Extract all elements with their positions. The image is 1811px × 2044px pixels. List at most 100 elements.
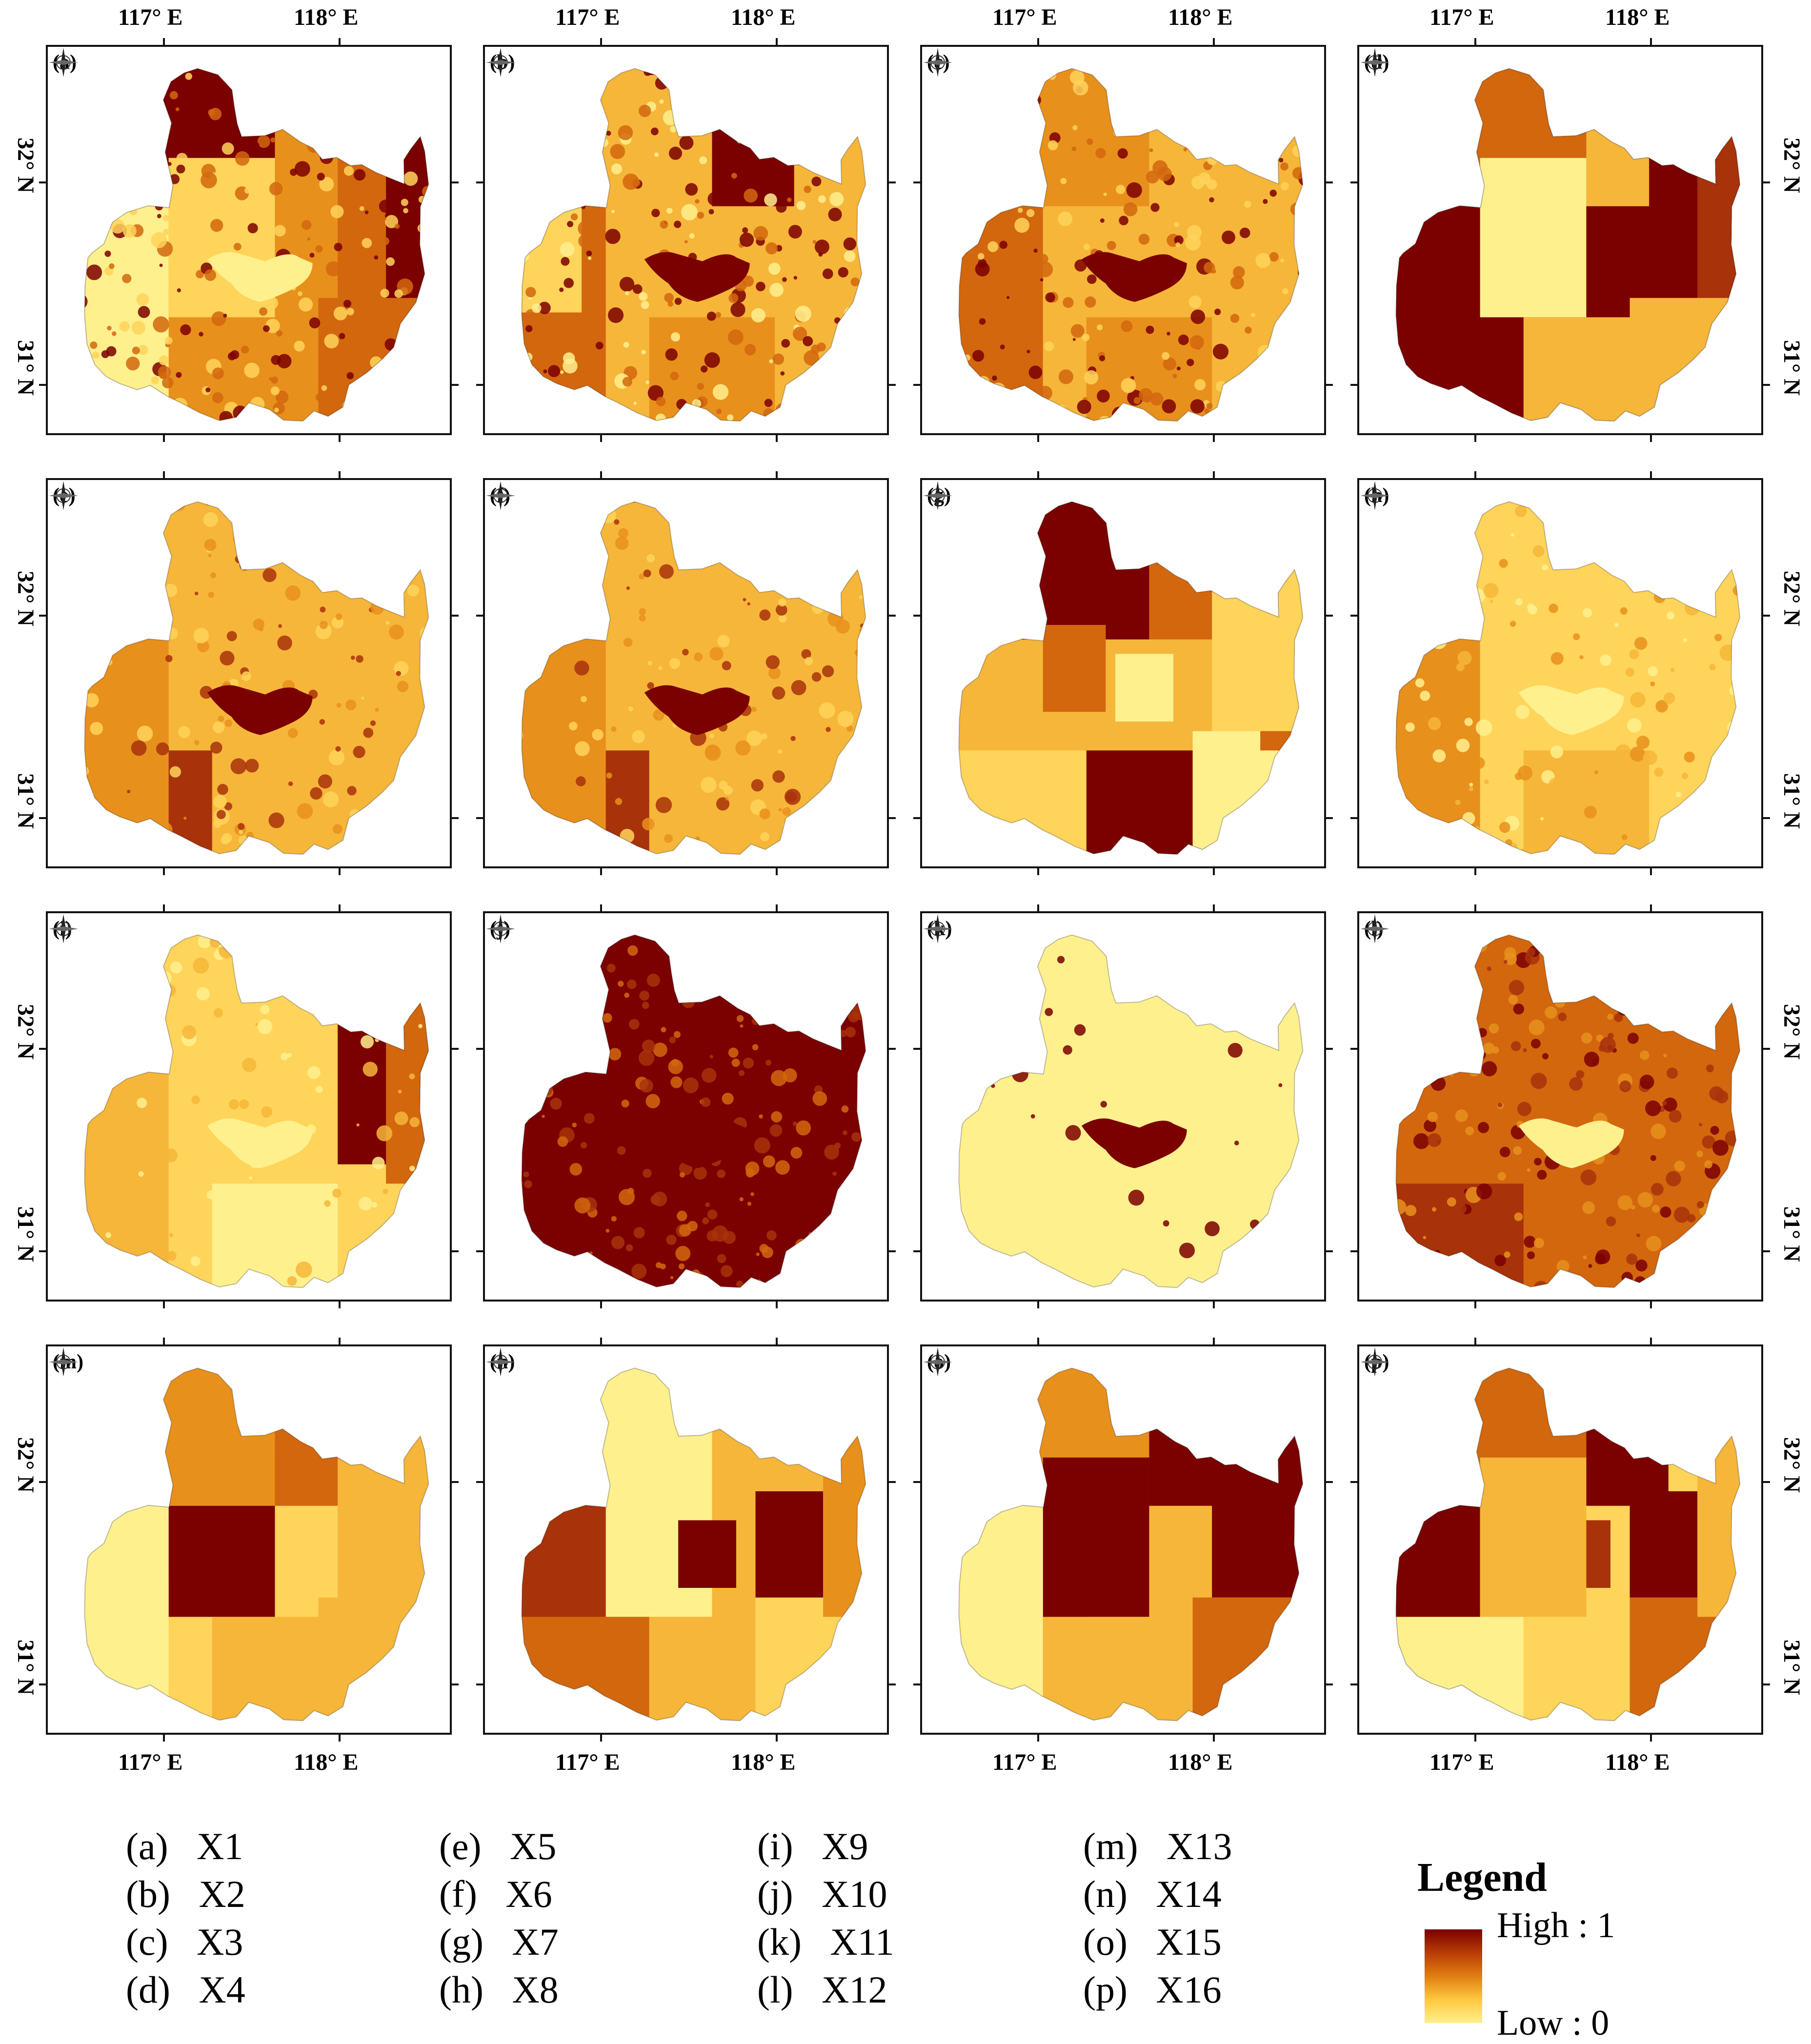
key-item-x15: (o) X15 — [1083, 1921, 1222, 1963]
raster-speck — [423, 161, 429, 170]
raster-speck — [156, 1111, 163, 1118]
axis-tick — [452, 817, 459, 819]
axis-tick — [776, 904, 778, 911]
raster-speck — [151, 393, 167, 409]
raster-speck — [1021, 156, 1033, 169]
raster-speck — [778, 749, 783, 754]
raster-speck — [204, 269, 217, 281]
raster-speck — [1513, 1146, 1522, 1155]
raster-speck — [281, 1053, 288, 1061]
raster-speck — [1669, 1109, 1682, 1123]
raster-speck — [154, 1145, 170, 1162]
raster-speck — [420, 627, 429, 641]
raster-speck — [245, 759, 259, 773]
raster-speck — [725, 797, 729, 801]
raster-speck — [1445, 764, 1456, 775]
raster-speck — [1718, 803, 1727, 811]
raster-speck — [151, 1012, 158, 1020]
raster-speck — [362, 238, 372, 248]
raster-speck — [1100, 1101, 1107, 1108]
raster-speck — [793, 326, 807, 341]
raster-speck — [189, 1286, 193, 1288]
raster-speck — [139, 171, 143, 175]
raster-speck — [759, 808, 770, 820]
raster-speck — [1461, 835, 1474, 848]
raster-speck — [1188, 295, 1202, 308]
axis-tick — [476, 181, 483, 183]
raster-speck — [728, 329, 744, 345]
raster-speck — [274, 225, 286, 237]
raster-speck — [822, 268, 833, 280]
raster-speck — [706, 1230, 718, 1242]
raster-speck — [1533, 1281, 1549, 1288]
axis-tick — [339, 435, 341, 442]
raster-speck — [522, 68, 529, 71]
raster-speck — [1208, 84, 1225, 101]
raster-speck — [216, 810, 226, 820]
raster-speck — [764, 399, 773, 407]
raster-speck — [221, 142, 234, 155]
raster-speck — [664, 293, 674, 303]
raster-speck — [647, 661, 653, 666]
raster-speck — [995, 123, 1006, 135]
raster-speck — [625, 291, 629, 296]
raster-speck — [229, 1099, 240, 1110]
raster-speck — [1630, 1205, 1635, 1210]
raster-speck — [818, 195, 826, 203]
raster-speck — [203, 512, 218, 527]
raster-speck — [1220, 84, 1226, 90]
raster-speck — [1719, 644, 1736, 661]
raster-speck — [1447, 1036, 1463, 1051]
raster-speck — [654, 152, 659, 157]
raster-speck — [540, 515, 543, 518]
raster-speck — [533, 227, 539, 233]
axis-tick — [1763, 615, 1770, 617]
raster-speck — [523, 1171, 529, 1178]
raster-speck — [176, 372, 182, 378]
raster-speck — [1704, 1160, 1712, 1169]
raster-speck — [707, 192, 722, 206]
lake-area — [1081, 252, 1187, 302]
raster-speck — [253, 618, 265, 630]
raster-speck — [1430, 632, 1447, 649]
raster-speck — [372, 832, 385, 845]
raster-speck — [84, 693, 99, 708]
raster-speck — [843, 766, 856, 779]
raster-speck — [366, 101, 370, 104]
raster-speck — [425, 143, 429, 157]
raster-speck — [847, 1190, 863, 1205]
axis-tick — [1326, 181, 1333, 183]
raster-speck — [824, 1144, 839, 1160]
raster-speck — [759, 609, 771, 621]
raster-speck — [1255, 253, 1271, 268]
raster-speck — [632, 730, 645, 743]
raster-speck — [959, 68, 969, 77]
raster-speck — [1212, 343, 1229, 360]
raster-speck — [226, 631, 237, 641]
raster-speck — [1191, 72, 1202, 82]
raster-speck — [167, 161, 172, 166]
raster-speck — [1652, 579, 1662, 588]
raster-speck — [1627, 718, 1642, 733]
raster-speck — [1736, 1003, 1740, 1011]
raster-speck — [669, 658, 681, 669]
axis-tick — [776, 1338, 778, 1344]
raster-speck — [249, 141, 260, 152]
raster-speck — [639, 1079, 653, 1093]
raster-speck — [105, 121, 109, 125]
raster-speck — [1504, 960, 1508, 964]
raster-speck — [827, 1025, 837, 1034]
raster-speck — [655, 413, 666, 421]
raster-speck — [1683, 596, 1687, 601]
raster-speck — [303, 68, 317, 74]
raster-speck — [984, 187, 996, 200]
raster-speck — [1632, 517, 1637, 521]
axis-tick — [1213, 904, 1215, 911]
raster-speck — [1194, 379, 1206, 391]
raster-speck — [356, 655, 363, 663]
raster-speck — [651, 208, 660, 218]
raster-speck — [697, 382, 704, 390]
raster-speck — [843, 237, 857, 251]
raster-speck — [1425, 538, 1442, 554]
legend-title: Legend — [1417, 1855, 1548, 1900]
